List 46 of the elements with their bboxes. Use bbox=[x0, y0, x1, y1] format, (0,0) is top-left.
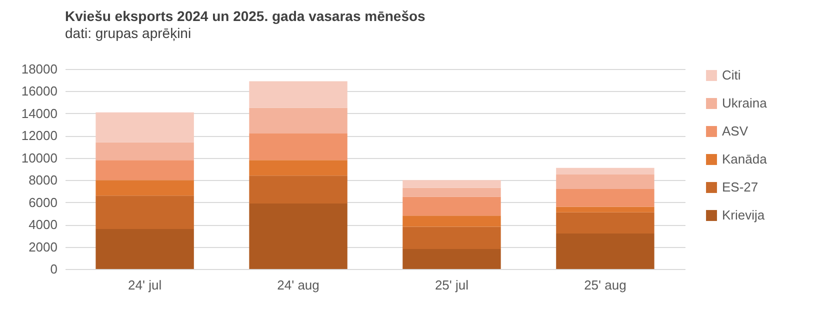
bar bbox=[96, 180, 194, 196]
bar bbox=[249, 176, 348, 204]
bar bbox=[249, 133, 348, 160]
bar bbox=[402, 216, 501, 227]
legend-label: Kanāda bbox=[722, 152, 768, 166]
bar bbox=[96, 112, 194, 142]
bar bbox=[556, 174, 654, 189]
y-tick-label: 0 bbox=[50, 262, 58, 276]
legend-label: Krievija bbox=[722, 208, 766, 222]
y-tick-label: 12000 bbox=[21, 128, 58, 144]
bar bbox=[249, 203, 348, 269]
legend-label: Citi bbox=[722, 68, 741, 82]
bar bbox=[96, 196, 194, 229]
bar bbox=[96, 160, 194, 180]
y-tick-label: 6000 bbox=[28, 194, 58, 210]
legend-label: Ukraina bbox=[722, 96, 768, 110]
bar bbox=[249, 108, 348, 134]
y-tick-label: 2000 bbox=[28, 239, 58, 254]
bar bbox=[556, 212, 654, 234]
bar bbox=[556, 189, 654, 207]
x-tick-label: 24' jul bbox=[128, 278, 162, 292]
legend-label: ES-27 bbox=[722, 180, 758, 194]
y-tick-label: 4000 bbox=[28, 217, 58, 232]
y-tick-label: 14000 bbox=[21, 106, 58, 121]
bar bbox=[249, 81, 348, 108]
x-tick-label: 25' aug bbox=[584, 278, 626, 292]
bar bbox=[402, 249, 501, 269]
bar bbox=[556, 206, 654, 212]
bar bbox=[556, 233, 654, 269]
y-tick-label: 10000 bbox=[21, 150, 58, 166]
x-tick-label: 25' jul bbox=[434, 278, 469, 292]
bar bbox=[402, 196, 501, 216]
chart-subtitle: dati: grupas aprēķini bbox=[65, 25, 192, 41]
bar bbox=[96, 229, 194, 269]
y-tick-label: 18000 bbox=[21, 62, 58, 76]
y-tick-label: 8000 bbox=[28, 172, 58, 188]
bar bbox=[249, 160, 348, 176]
x-tick-label: 24' aug bbox=[277, 278, 320, 292]
bar bbox=[402, 180, 501, 188]
bar bbox=[96, 142, 194, 160]
chart-title: Kviešu eksports 2024 un 2025. gada vasaras mēnešos bbox=[65, 8, 426, 24]
y-tick-label: 16000 bbox=[21, 84, 58, 99]
bar bbox=[402, 226, 501, 249]
bar bbox=[556, 168, 654, 175]
bar bbox=[402, 188, 501, 197]
legend-label: ASV bbox=[722, 124, 748, 138]
